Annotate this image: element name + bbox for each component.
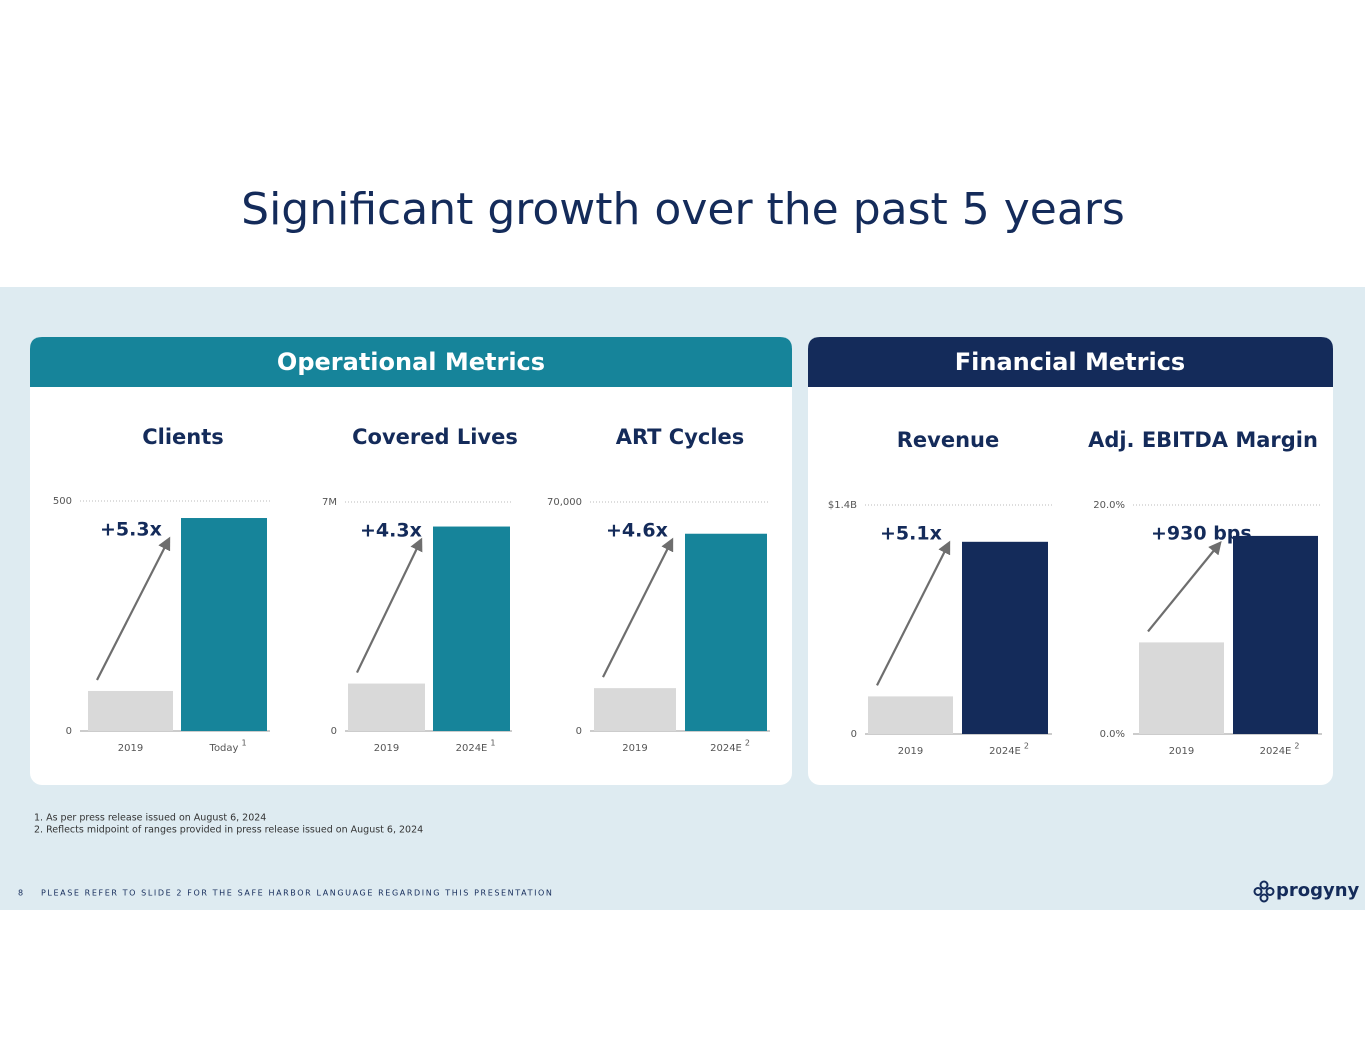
y-tick-label: 70,000 [547, 497, 582, 508]
footnote: 2. Reflects midpoint of ranges provided … [34, 825, 423, 836]
x-tick-label: 2024E [989, 746, 1021, 757]
footnote-marker: 2 [745, 739, 750, 748]
growth-annotation: +5.1x [880, 523, 942, 545]
growth-annotation: +5.3x [100, 519, 162, 541]
footnote-marker: 1 [490, 739, 495, 748]
y-tick-label: 20.0% [1093, 500, 1125, 511]
bar [348, 683, 425, 731]
footnote-marker: 2 [1294, 742, 1299, 751]
logo-icon [1253, 880, 1275, 903]
panel-header [808, 337, 1333, 387]
chart-title: Covered Lives [352, 425, 518, 449]
footnote-marker: 2 [1024, 742, 1029, 751]
bar [868, 696, 953, 734]
x-tick-label: Today [209, 743, 239, 754]
x-tick-label: 2019 [898, 746, 923, 757]
y-tick-label: 7M [322, 497, 337, 508]
logo: progyny [1276, 880, 1360, 901]
growth-annotation: +4.3x [360, 520, 422, 542]
growth-arrow [96, 536, 171, 681]
section-title: Financial Metrics [955, 348, 1185, 376]
bar [88, 690, 173, 731]
page-number: 8 [18, 889, 23, 898]
chart-title: Revenue [897, 428, 1000, 452]
x-tick-label: 2024E [1260, 746, 1292, 757]
bar [594, 688, 676, 731]
growth-arrow [356, 537, 423, 674]
x-tick-label: 2024E [456, 743, 488, 754]
y-tick-label: 0 [331, 726, 337, 737]
y-tick-label: $1.4B [828, 500, 857, 511]
y-tick-label: 500 [53, 496, 72, 507]
slide-title: Significant growth over the past 5 years [241, 184, 1125, 235]
y-tick-label: 0.0% [1100, 729, 1125, 740]
x-tick-label: 2024E [710, 743, 742, 754]
panel-header [30, 337, 792, 387]
growth-annotation: +4.6x [606, 520, 668, 542]
bar [685, 533, 767, 731]
growth-arrow [876, 540, 951, 686]
bar [1139, 642, 1224, 734]
section-title: Operational Metrics [277, 348, 545, 376]
growth-arrow [602, 537, 674, 678]
chart-title: Clients [142, 425, 224, 449]
chart-title: Adj. EBITDA Margin [1088, 428, 1318, 452]
disclaimer: PLEASE REFER TO SLIDE 2 FOR THE SAFE HAR… [41, 889, 554, 898]
bar [1233, 535, 1318, 734]
x-tick-label: 2019 [1169, 746, 1194, 757]
growth-annotation: +930 bps [1151, 523, 1252, 545]
x-tick-label: 2019 [118, 743, 143, 754]
x-tick-label: 2019 [622, 743, 647, 754]
footnote-marker: 1 [241, 739, 246, 748]
x-tick-label: 2019 [374, 743, 399, 754]
y-tick-label: 0 [576, 726, 582, 737]
bar [181, 518, 267, 731]
bar [962, 541, 1048, 734]
growth-arrow [1147, 540, 1222, 633]
y-tick-label: 0 [851, 729, 857, 740]
footnote: 1. As per press release issued on August… [34, 813, 266, 824]
bar [433, 526, 510, 731]
y-tick-label: 0 [66, 726, 72, 737]
chart-title: ART Cycles [616, 425, 745, 449]
